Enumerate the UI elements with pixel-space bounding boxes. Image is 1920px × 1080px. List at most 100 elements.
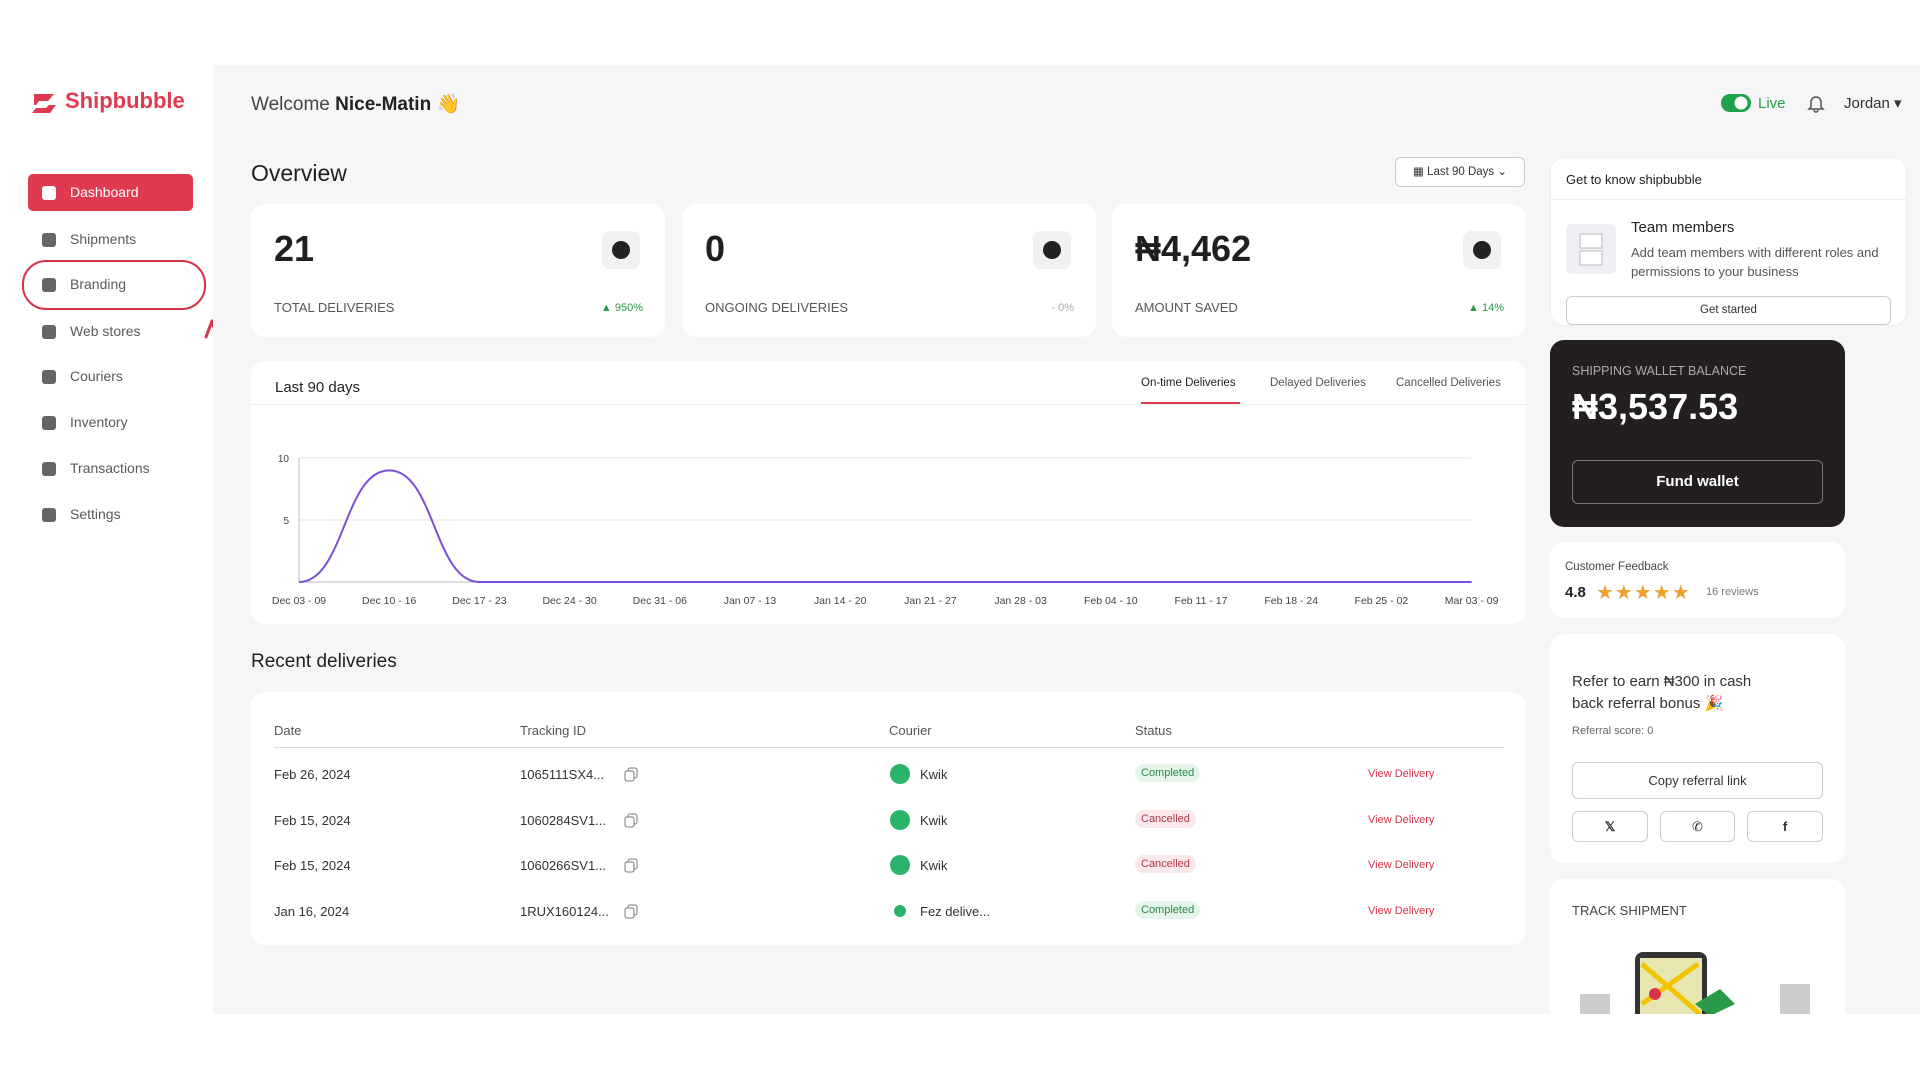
- stat-value: ₦4,462: [1135, 228, 1252, 269]
- tracking-id: 1060266SV1...: [520, 858, 607, 874]
- divider: [1551, 199, 1906, 200]
- nav-label: Inventory: [70, 414, 128, 430]
- courier-name: Kwik: [920, 767, 948, 782]
- nav-item[interactable]: Settings: [28, 496, 193, 533]
- line-chart: 5 10 Dec 03 - 09 Dec 10 - 16 Dec 17 - 23 Dec …: [272, 454, 1499, 607]
- x-tick-label: Mar 03 - 09: [1445, 595, 1499, 607]
- chart-tab[interactable]: Delayed Deliveries: [1270, 377, 1366, 389]
- team-icon: [1566, 224, 1616, 274]
- nav-label: Transactions: [70, 460, 150, 476]
- nav-icon: [42, 462, 56, 476]
- header-rule: [274, 747, 1504, 748]
- column-header: Courier: [889, 723, 932, 738]
- x-tick-label: Dec 03 - 09: [272, 595, 326, 607]
- overview-title: Overview: [251, 160, 347, 186]
- highlight-ring: [22, 260, 206, 310]
- chart-tab[interactable]: On-time Deliveries: [1141, 377, 1236, 389]
- x-tick-label: Jan 14 - 20: [814, 595, 867, 607]
- range-label: Last 90 Days: [1427, 166, 1495, 178]
- change-icon: -: [1051, 302, 1059, 314]
- logo-shape: [890, 764, 910, 784]
- wave: 👋: [436, 94, 461, 115]
- chart-card: Last 90 days On-time Deliveries Delayed D…: [251, 361, 1526, 624]
- gtk-item-title: Team members: [1631, 219, 1735, 236]
- logo-shape: [890, 855, 910, 876]
- nav-label: Branding: [70, 276, 127, 292]
- feedback-card: Customer Feedback 4.8 ★★★★★ 16 reviews: [1550, 542, 1845, 618]
- view-delivery-link[interactable]: View Delivery: [1368, 768, 1435, 780]
- nav-item[interactable]: Dashboard: [28, 174, 193, 211]
- nav-label: Dashboard: [70, 184, 139, 200]
- icon-shape: [42, 462, 56, 476]
- copy-icon[interactable]: [623, 903, 639, 919]
- deliveries-table: Date Tracking ID Courier Status Feb 26, 2024…: [251, 692, 1526, 945]
- change-value: 14%: [1481, 302, 1504, 314]
- stat-label: AMOUNT SAVED: [1135, 300, 1238, 315]
- copy-icon[interactable]: [623, 857, 639, 873]
- courier-name: Kwik: [920, 812, 948, 828]
- stat-label: ONGOING DELIVERIES: [705, 300, 849, 315]
- nav-icon: [42, 416, 56, 430]
- icon-shape: [624, 907, 635, 919]
- change-value: 950%: [614, 302, 643, 314]
- icon: [612, 241, 630, 259]
- user-name: Jordan: [1844, 95, 1890, 112]
- gtk-item-desc: Add team members with different roles an…: [1631, 245, 1879, 279]
- nav-item[interactable]: Inventory: [28, 404, 193, 441]
- logo-icon: [32, 94, 56, 113]
- stat-change: ▲ 14%: [1468, 302, 1504, 314]
- chart-tab[interactable]: Cancelled Deliveries: [1396, 377, 1501, 389]
- stat-card: 21 TOTAL DELIVERIES ▲ 950%: [251, 204, 665, 337]
- icon-shape: [42, 416, 56, 430]
- nav-item[interactable]: Couriers: [28, 358, 193, 395]
- copy-referral-button[interactable]: Copy referral link: [1572, 762, 1823, 799]
- date: Feb 15, 2024: [274, 812, 351, 828]
- facebook-button[interactable]: f: [1747, 811, 1823, 842]
- courier-name: Fez delive...: [920, 904, 991, 920]
- wallet-card: SHIPPING WALLET BALANCE ₦3,537.53 Fund w…: [1550, 340, 1845, 527]
- icon-shape: [42, 325, 56, 339]
- courier-name: Kwik: [920, 858, 948, 874]
- view-delivery-link[interactable]: View Delivery: [1368, 813, 1435, 826]
- x-tick-label: Feb 11 - 17: [1175, 595, 1228, 607]
- copy-icon[interactable]: [623, 766, 639, 782]
- nav-item[interactable]: Web stores: [28, 313, 193, 350]
- range-select[interactable]: ▦ Last 90 Days ⌄: [1395, 157, 1525, 187]
- divider: [251, 404, 1526, 405]
- nav-icon: [42, 325, 56, 339]
- nav-icon: [42, 370, 56, 384]
- nav-item[interactable]: Transactions: [28, 450, 193, 487]
- tracking-id: 1060284SV1...: [520, 812, 607, 828]
- brand: Shipbubble: [65, 88, 185, 113]
- stat-value: 0: [705, 228, 726, 269]
- date: Jan 16, 2024: [274, 904, 350, 920]
- feedback-title: Customer Feedback: [1565, 561, 1669, 573]
- x-tick-label: Dec 10 - 16: [362, 595, 416, 607]
- user-menu[interactable]: Jordan ▾: [1844, 95, 1902, 112]
- status-pill: Cancelled: [1135, 809, 1196, 828]
- bell-icon[interactable]: [1807, 93, 1825, 113]
- get-started-button[interactable]: Get started: [1566, 296, 1891, 325]
- twitter-button[interactable]: 𝕏: [1572, 811, 1648, 842]
- nav-item[interactable]: Shipments: [28, 221, 193, 258]
- courier-logo: [890, 855, 910, 876]
- live-toggle[interactable]: [1720, 93, 1752, 113]
- referral-card: Refer to earn ₦300 in cash back referral…: [1550, 634, 1845, 863]
- x-tick-label: Jan 07 - 13: [724, 595, 777, 607]
- rating: 4.8: [1565, 584, 1586, 601]
- live-label: Live: [1758, 95, 1786, 112]
- wallet-label: SHIPPING WALLET BALANCE: [1572, 364, 1747, 378]
- wallet-amount: ₦3,537.53: [1572, 386, 1739, 427]
- y-tick-label: 10: [278, 454, 290, 465]
- whatsapp-button[interactable]: ✆: [1660, 811, 1735, 842]
- logo-shape: [890, 809, 910, 830]
- fund-wallet-button[interactable]: Fund wallet: [1572, 460, 1823, 504]
- view-delivery-link[interactable]: View Delivery: [1368, 859, 1435, 872]
- x-tick-label: Dec 31 - 06: [633, 595, 687, 607]
- nav-icon: [42, 508, 56, 522]
- view-delivery-link[interactable]: View Delivery: [1368, 905, 1435, 918]
- nav-icon: [42, 186, 56, 200]
- copy-icon[interactable]: [623, 812, 639, 828]
